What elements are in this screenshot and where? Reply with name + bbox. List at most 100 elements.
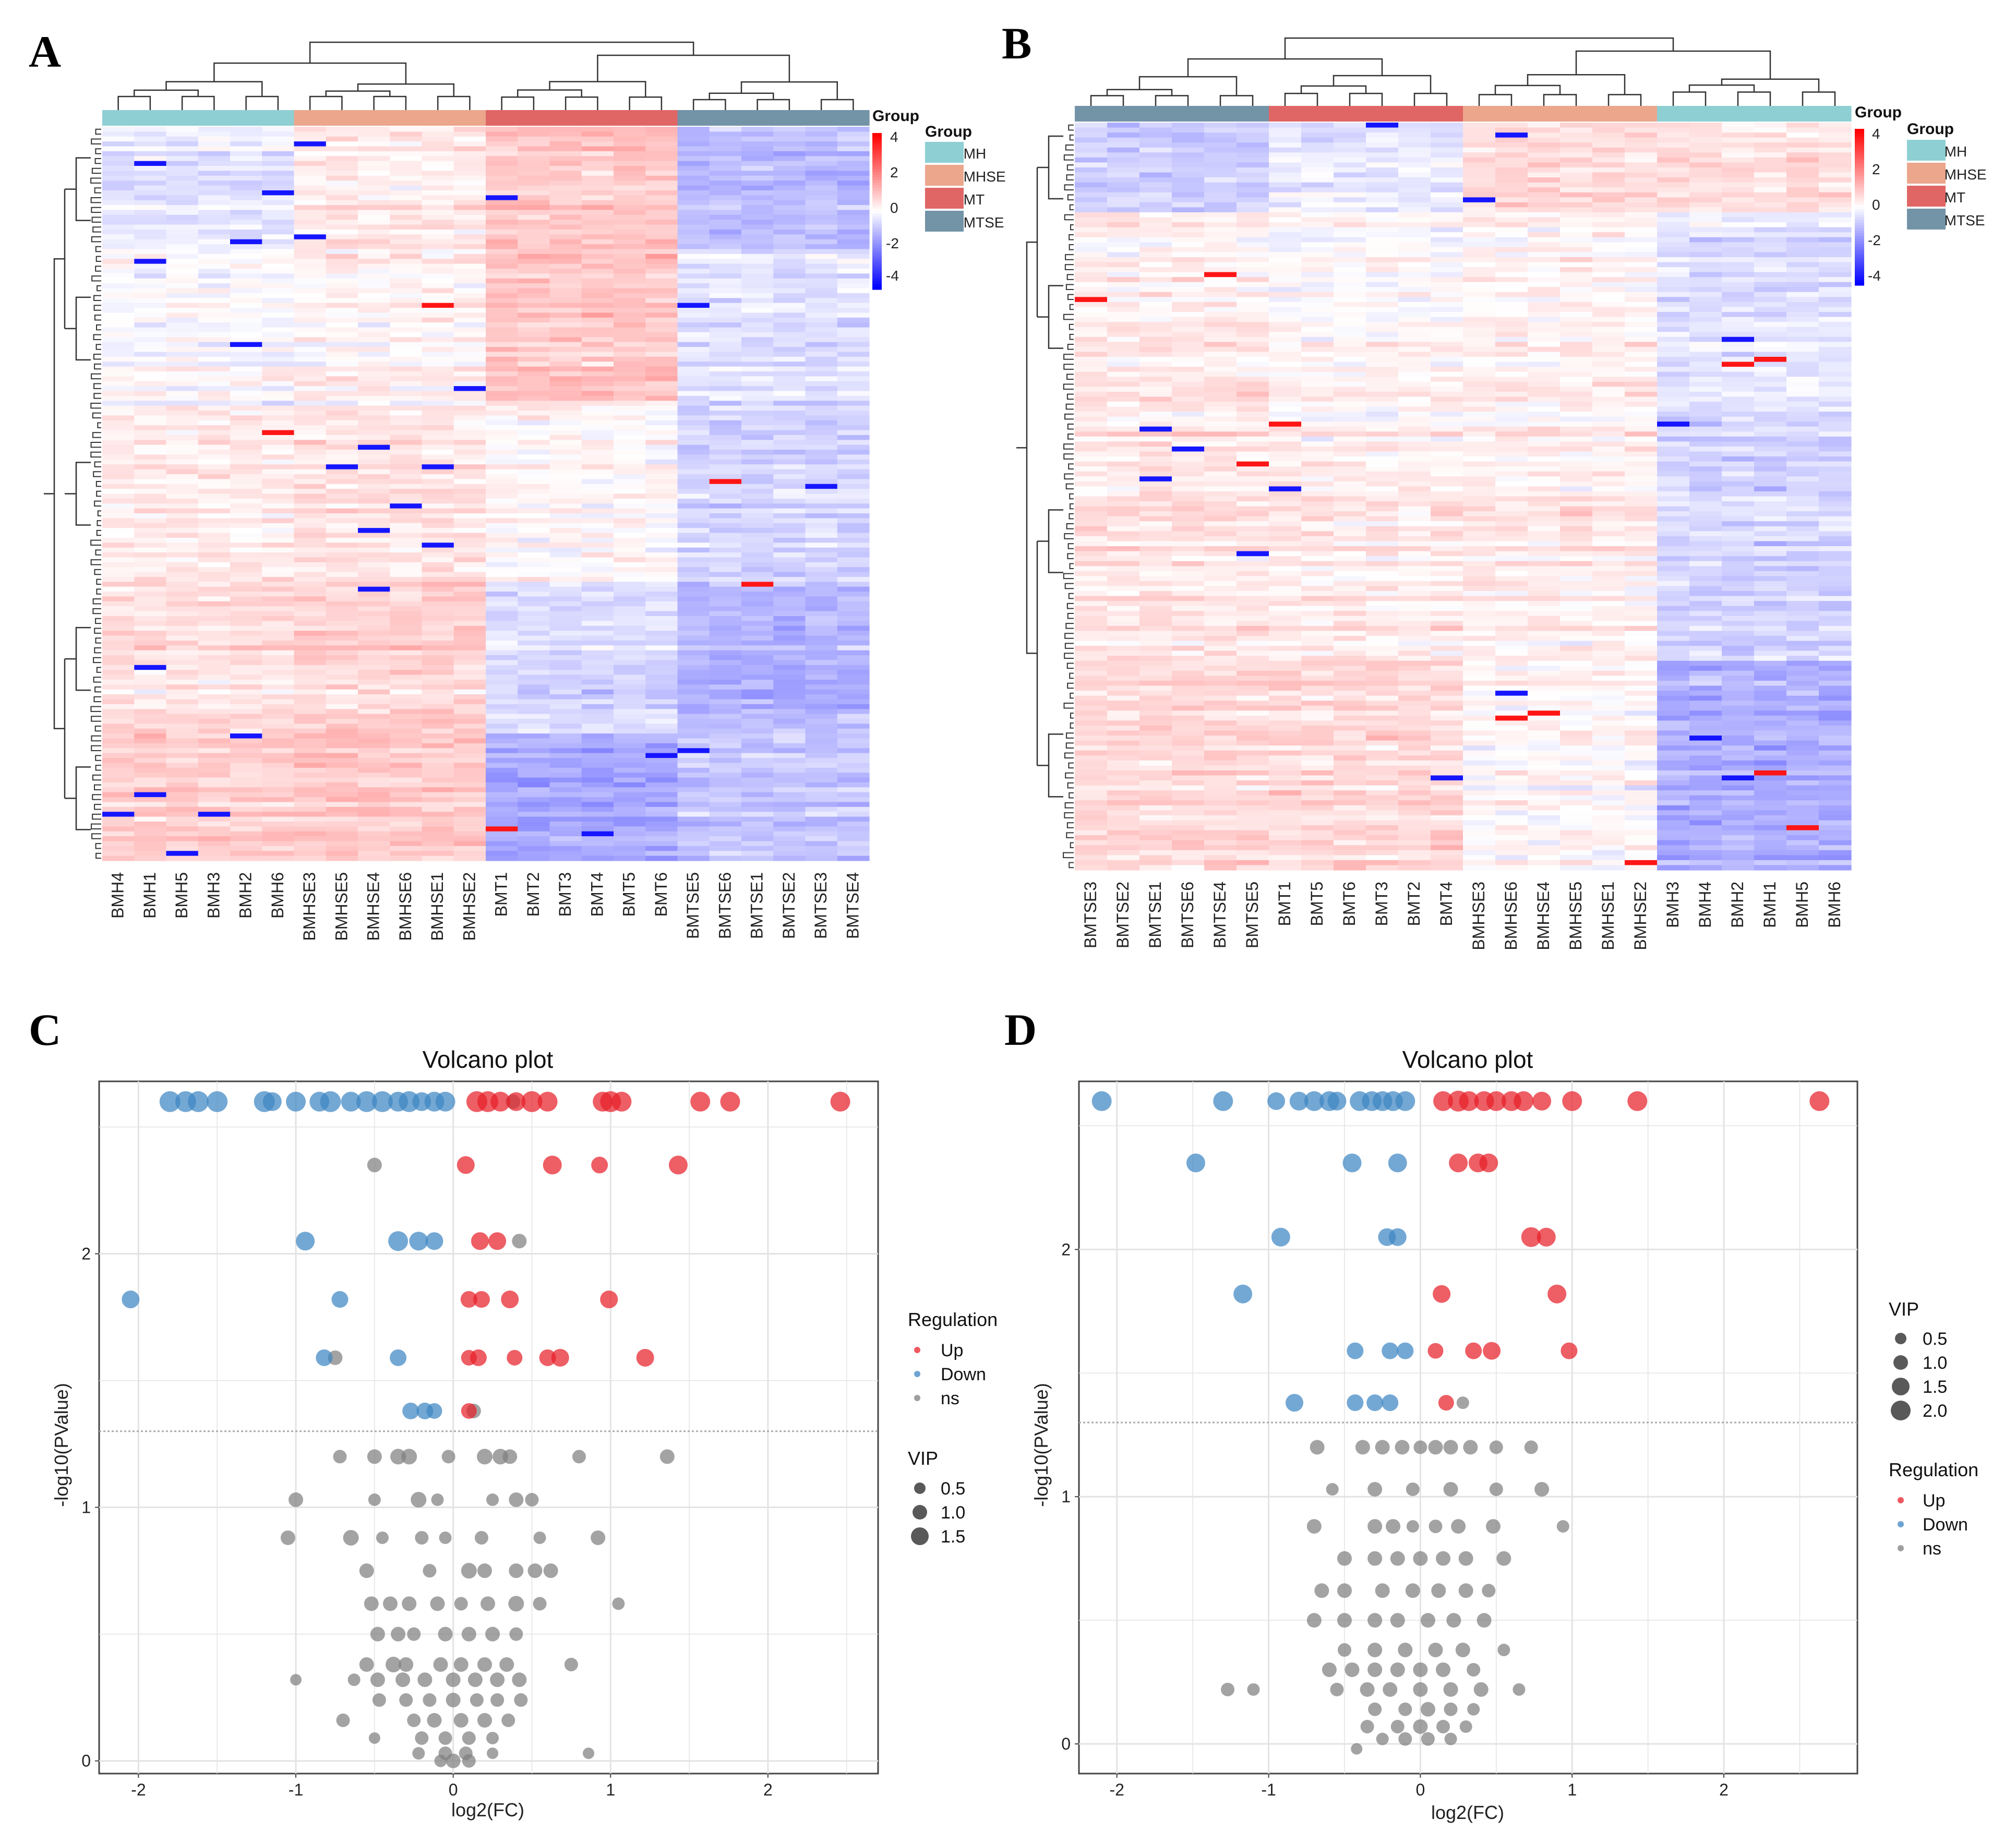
dendrogram-branch [92,412,101,419]
heatmap-cell [1528,192,1561,198]
heatmap-cell [422,435,454,440]
heatmap-cell [1237,317,1269,322]
heatmap-cell [358,273,390,279]
dendrogram-branch [92,226,101,233]
heatmap-cell [326,293,358,298]
heatmap-cell [198,352,231,357]
heatmap-cell [1269,177,1302,183]
dendrogram-branch [94,500,101,507]
heatmap-cell [645,802,678,807]
heatmap-cell [294,450,327,455]
heatmap-cell [581,293,614,298]
heatmap-cell [549,381,582,387]
heatmap-cell [422,557,454,563]
heatmap-cell [358,464,390,470]
heatmap-cell [581,787,614,793]
color-scale-segment [872,143,882,147]
heatmap-cell [1819,217,1852,223]
heatmap-cell [581,322,614,328]
heatmap-cell [805,283,838,289]
heatmap-cell [518,263,550,269]
heatmap-cell [326,244,358,250]
heatmap-cell [198,489,231,495]
heatmap-cell [1398,302,1431,308]
heatmap-cell [1495,257,1528,263]
heatmap-cell [326,234,358,240]
heatmap-cell [422,738,454,744]
heatmap-cell [837,645,870,651]
heatmap-cell [645,767,678,773]
heatmap-cell [614,763,646,768]
heatmap-cell [805,782,838,788]
heatmap-cell [390,855,423,861]
heatmap-cell [294,753,327,758]
heatmap-cell [677,146,710,152]
heatmap-cell [134,347,167,353]
heatmap-cell [422,127,454,132]
heatmap-cell [166,337,199,343]
heatmap-cell [1786,207,1819,213]
heatmap-cell [709,503,742,509]
heatmap-cell [614,283,646,289]
heatmap-cell [581,459,614,465]
dendrogram-branch [95,344,101,350]
heatmap-cell [102,724,135,729]
heatmap-cell [1625,277,1658,283]
heatmap-cell [326,831,358,837]
heatmap-cell [1107,247,1140,252]
dendrogram-branch [1069,862,1074,869]
heatmap-cell [581,308,614,314]
heatmap-cell [102,709,135,715]
heatmap-cell [614,337,646,343]
color-scale-segment [872,162,882,165]
heatmap-cell [518,846,550,851]
heatmap-cell [486,444,518,450]
dendrogram-branch [213,62,407,85]
heatmap-cell [326,733,358,739]
heatmap-cell [837,704,870,709]
heatmap-cell [198,312,231,318]
heatmap-cell [549,239,582,245]
color-scale-segment [872,279,882,282]
heatmap-cell [358,728,390,734]
heatmap-cell [390,694,423,700]
heatmap-cell [166,645,199,651]
heatmap-cell [358,317,390,323]
heatmap-cell [837,728,870,734]
heatmap-cell [645,792,678,798]
heatmap-cell [134,244,167,250]
heatmap-cell [773,190,806,196]
heatmap-cell [262,733,295,739]
heatmap-cell [518,537,550,543]
heatmap-cell [358,366,390,372]
heatmap-cell [1431,162,1463,168]
heatmap-cell [294,244,327,250]
heatmap-cell [837,572,870,577]
heatmap-cell [677,214,710,220]
heatmap-cell [358,288,390,294]
heatmap-cell [837,650,870,656]
heatmap-cell [581,592,614,597]
heatmap-cell [581,812,614,817]
heatmap-cell [230,596,262,602]
heatmap-cell [102,214,135,220]
heatmap-cell [1495,207,1528,213]
heatmap-cell [773,376,806,382]
dendrogram-branch [94,461,101,467]
heatmap-cell [773,537,806,543]
heatmap-cell [1431,197,1463,203]
heatmap-cell [358,185,390,191]
heatmap-cell [486,826,518,832]
heatmap-cell [549,254,582,259]
heatmap-cell [1172,147,1205,153]
heatmap-cell [294,371,327,377]
heatmap-cell [1754,252,1787,258]
heatmap-cell [134,606,167,612]
heatmap-cell [390,224,423,230]
heatmap-cell [518,694,550,700]
heatmap-cell [549,420,582,426]
heatmap-cell [1819,132,1852,138]
dendrogram-branch [97,285,101,292]
heatmap-cell [102,454,135,460]
heatmap-cell [837,136,870,142]
